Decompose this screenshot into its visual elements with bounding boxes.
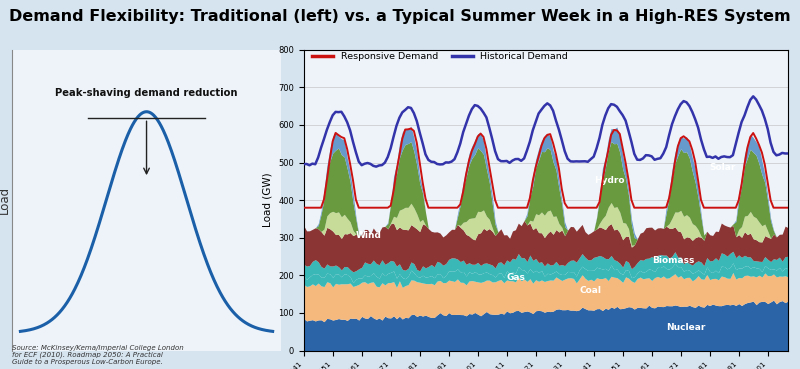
Text: Solar: Solar bbox=[710, 163, 736, 172]
Text: Demand Flexibility: Traditional (left) vs. a Typical Summer Week in a High-RES S: Demand Flexibility: Traditional (left) v… bbox=[9, 9, 791, 24]
Text: Biomass: Biomass bbox=[652, 256, 694, 265]
Text: Hydro: Hydro bbox=[594, 176, 624, 185]
Text: Source: McKinsey/Kema/Imperial College London
for ECF (2010). Roadmap 2050: A Pr: Source: McKinsey/Kema/Imperial College L… bbox=[12, 345, 184, 365]
Text: Coal: Coal bbox=[579, 286, 601, 296]
Text: Wind: Wind bbox=[356, 231, 382, 240]
Legend: Responsive Demand, Historical Demand: Responsive Demand, Historical Demand bbox=[308, 48, 572, 65]
Text: Gas: Gas bbox=[506, 273, 526, 282]
Y-axis label: Load (GW): Load (GW) bbox=[262, 173, 273, 228]
Text: Nuclear: Nuclear bbox=[666, 323, 706, 332]
Text: Peak-shaving demand reduction: Peak-shaving demand reduction bbox=[55, 89, 238, 99]
Y-axis label: Load: Load bbox=[0, 186, 10, 214]
